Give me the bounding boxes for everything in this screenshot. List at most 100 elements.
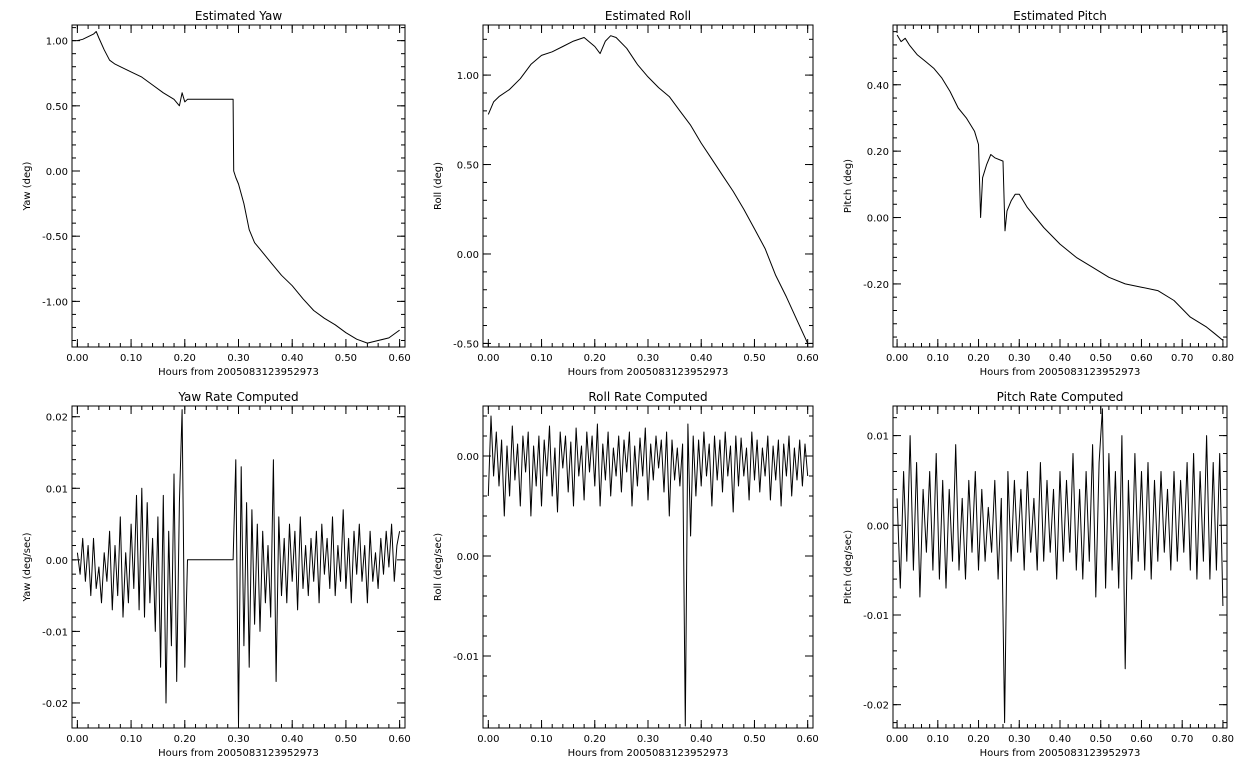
chart-title: Estimated Pitch — [1013, 9, 1107, 23]
x-tick-label: 0.10 — [530, 734, 552, 745]
series-line — [487, 415, 809, 727]
x-tick-label: 0.40 — [281, 734, 303, 745]
x-tick-label: 0.00 — [66, 734, 88, 745]
y-tick-label: 0.00 — [867, 521, 889, 532]
x-tick-label: 0.60 — [388, 734, 410, 745]
x-tick-label: 0.30 — [1008, 734, 1030, 745]
chart-panel: Roll Rate Computed Hours from 20050831239… — [433, 390, 819, 759]
x-tick-label: 0.20 — [174, 734, 196, 745]
x-tick-label: 0.50 — [335, 353, 357, 364]
y-tick-label: 0.50 — [457, 161, 479, 172]
x-tick-label: 0.70 — [1171, 353, 1193, 364]
x-tick-label: 0.40 — [690, 734, 712, 745]
plot-frame — [892, 405, 1228, 729]
chart-title: Estimated Yaw — [195, 9, 282, 23]
chart-panel: Estimated Pitch Hours from 20050831239529… — [843, 9, 1234, 378]
y-tick-label: -1.00 — [42, 297, 68, 308]
y-tick-label: 0.00 — [457, 452, 479, 463]
x-tick-label: 0.30 — [637, 734, 659, 745]
series-line — [76, 409, 401, 725]
y-axis-label: Roll (deg/sec) — [433, 533, 444, 601]
x-tick-label: 0.50 — [743, 353, 765, 364]
y-axis-label: Yaw (deg) — [22, 161, 33, 211]
y-tick-label: -0.50 — [453, 339, 479, 350]
series-line — [487, 35, 809, 344]
x-tick-label: 0.40 — [690, 353, 712, 364]
x-axis-label: Hours from 2005083123952973 — [158, 367, 319, 378]
plot-frame — [71, 24, 406, 348]
x-tick-label: 0.40 — [1049, 734, 1071, 745]
y-tick-label: 0.00 — [867, 214, 889, 225]
y-tick-label: 0.00 — [46, 167, 68, 178]
y-tick-label: 0.00 — [457, 552, 479, 563]
plot-frame — [892, 24, 1228, 348]
y-tick-label: 1.00 — [457, 71, 479, 82]
y-tick-label: 0.02 — [46, 413, 68, 424]
x-axis-label: Hours from 2005083123952973 — [568, 367, 729, 378]
y-tick-label: -0.50 — [42, 232, 68, 243]
x-tick-label: 0.70 — [1171, 734, 1193, 745]
y-tick-label: -0.02 — [863, 701, 889, 712]
x-tick-label: 0.60 — [797, 353, 819, 364]
y-tick-label: 0.20 — [867, 147, 889, 158]
x-axis-label: Hours from 2005083123952973 — [980, 367, 1141, 378]
x-tick-label: 0.60 — [1130, 353, 1152, 364]
x-tick-label: 0.60 — [1130, 734, 1152, 745]
x-tick-label: 0.30 — [1008, 353, 1030, 364]
y-tick-label: -0.20 — [863, 280, 889, 291]
x-tick-label: 0.20 — [174, 353, 196, 364]
x-tick-label: 0.00 — [886, 353, 908, 364]
x-tick-label: 0.30 — [227, 353, 249, 364]
x-axis-label: Hours from 2005083123952973 — [158, 748, 319, 759]
x-tick-label: 0.30 — [227, 734, 249, 745]
x-tick-label: 0.60 — [797, 734, 819, 745]
series-line — [77, 31, 400, 344]
x-tick-label: 0.20 — [584, 353, 606, 364]
x-tick-label: 0.60 — [388, 353, 410, 364]
y-axis-label: Pitch (deg/sec) — [843, 530, 854, 605]
x-axis-label: Hours from 2005083123952973 — [568, 748, 729, 759]
x-tick-label: 0.50 — [1090, 734, 1112, 745]
y-tick-label: -0.01 — [42, 627, 68, 638]
y-tick-label: -0.01 — [453, 652, 479, 663]
x-tick-label: 0.10 — [120, 734, 142, 745]
y-axis-label: Yaw (deg/sec) — [22, 532, 33, 602]
x-tick-label: 0.00 — [886, 734, 908, 745]
x-tick-label: 0.80 — [1212, 353, 1234, 364]
y-tick-label: -0.02 — [42, 699, 68, 710]
x-tick-label: 0.10 — [530, 353, 552, 364]
chart-panel: Yaw Rate Computed Hours from 200508312395… — [22, 390, 411, 759]
x-tick-label: 0.20 — [967, 734, 989, 745]
chart-title: Yaw Rate Computed — [177, 390, 298, 404]
x-tick-label: 0.50 — [335, 734, 357, 745]
x-axis-label: Hours from 2005083123952973 — [980, 748, 1141, 759]
chart-title: Estimated Roll — [605, 9, 691, 23]
chart-title: Pitch Rate Computed — [997, 390, 1124, 404]
x-tick-label: 0.10 — [927, 353, 949, 364]
x-tick-label: 0.00 — [66, 353, 88, 364]
x-tick-label: 0.50 — [1090, 353, 1112, 364]
x-tick-label: 0.20 — [967, 353, 989, 364]
series-line — [896, 34, 1224, 341]
y-tick-label: 0.00 — [46, 556, 68, 567]
y-tick-label: 0.01 — [867, 432, 889, 443]
x-tick-label: 0.80 — [1212, 734, 1234, 745]
chart-title: Roll Rate Computed — [588, 390, 707, 404]
x-tick-label: 0.40 — [281, 353, 303, 364]
x-tick-label: 0.20 — [584, 734, 606, 745]
y-tick-label: 0.01 — [46, 484, 68, 495]
x-tick-label: 0.10 — [927, 734, 949, 745]
x-tick-label: 0.00 — [477, 734, 499, 745]
x-tick-label: 0.50 — [743, 734, 765, 745]
chart-panel: Estimated Roll Hours from 200508312395297… — [433, 9, 819, 378]
y-axis-label: Roll (deg) — [433, 162, 444, 210]
y-tick-label: 0.40 — [867, 81, 889, 92]
y-tick-label: 0.00 — [457, 250, 479, 261]
x-tick-label: 0.40 — [1049, 353, 1071, 364]
y-tick-label: 1.00 — [46, 37, 68, 48]
y-tick-label: -0.01 — [863, 611, 889, 622]
x-tick-label: 0.10 — [120, 353, 142, 364]
x-tick-label: 0.30 — [637, 353, 659, 364]
chart-panel: Estimated Yaw Hours from 2005083123952973… — [22, 9, 411, 378]
